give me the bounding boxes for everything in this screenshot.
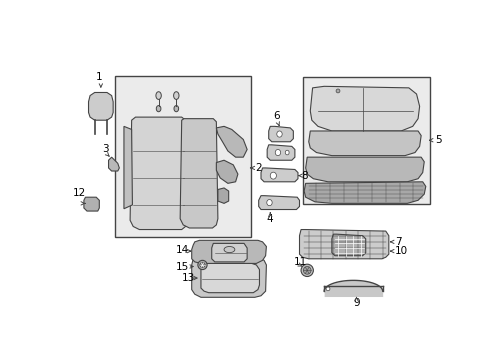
Text: 14: 14 (175, 244, 188, 255)
Text: 1: 1 (96, 72, 102, 82)
Polygon shape (123, 126, 132, 209)
Text: 4: 4 (266, 214, 273, 224)
Polygon shape (268, 126, 293, 142)
Ellipse shape (303, 266, 310, 274)
Text: 12: 12 (73, 188, 86, 198)
Ellipse shape (174, 105, 178, 112)
Bar (302, 77, 429, 204)
Polygon shape (216, 126, 246, 157)
Text: 6: 6 (272, 111, 279, 121)
Ellipse shape (156, 92, 161, 99)
Text: 5: 5 (434, 135, 441, 145)
Polygon shape (130, 117, 187, 230)
Text: 3: 3 (102, 144, 108, 154)
Ellipse shape (276, 131, 282, 137)
Polygon shape (261, 168, 297, 182)
Ellipse shape (200, 262, 205, 267)
Polygon shape (331, 234, 365, 256)
Polygon shape (304, 182, 425, 203)
Text: 2: 2 (254, 163, 261, 173)
Ellipse shape (270, 172, 276, 179)
Text: 8: 8 (301, 171, 307, 181)
Polygon shape (180, 119, 218, 228)
Ellipse shape (224, 247, 234, 253)
Ellipse shape (301, 264, 313, 276)
Ellipse shape (285, 150, 288, 155)
Polygon shape (299, 230, 388, 259)
Polygon shape (310, 86, 419, 131)
Text: 15: 15 (175, 261, 188, 271)
Polygon shape (305, 157, 424, 182)
Ellipse shape (198, 260, 207, 270)
Text: 11: 11 (293, 257, 306, 267)
Polygon shape (191, 257, 266, 297)
Polygon shape (266, 145, 294, 160)
Polygon shape (108, 157, 119, 171)
Polygon shape (191, 240, 266, 264)
Bar (115, 76, 250, 237)
Text: 9: 9 (352, 298, 359, 309)
Polygon shape (216, 160, 238, 183)
Ellipse shape (173, 92, 179, 99)
Polygon shape (88, 93, 113, 120)
Text: 13: 13 (182, 273, 195, 283)
Ellipse shape (325, 287, 329, 291)
Polygon shape (308, 131, 420, 156)
Polygon shape (84, 197, 99, 211)
Ellipse shape (156, 105, 161, 112)
Ellipse shape (275, 149, 280, 156)
Polygon shape (211, 243, 246, 262)
Ellipse shape (335, 89, 339, 93)
Polygon shape (218, 188, 228, 203)
Ellipse shape (266, 199, 272, 206)
Text: 7: 7 (394, 237, 401, 247)
Polygon shape (258, 195, 299, 210)
Text: 10: 10 (394, 246, 407, 256)
Polygon shape (201, 264, 259, 293)
